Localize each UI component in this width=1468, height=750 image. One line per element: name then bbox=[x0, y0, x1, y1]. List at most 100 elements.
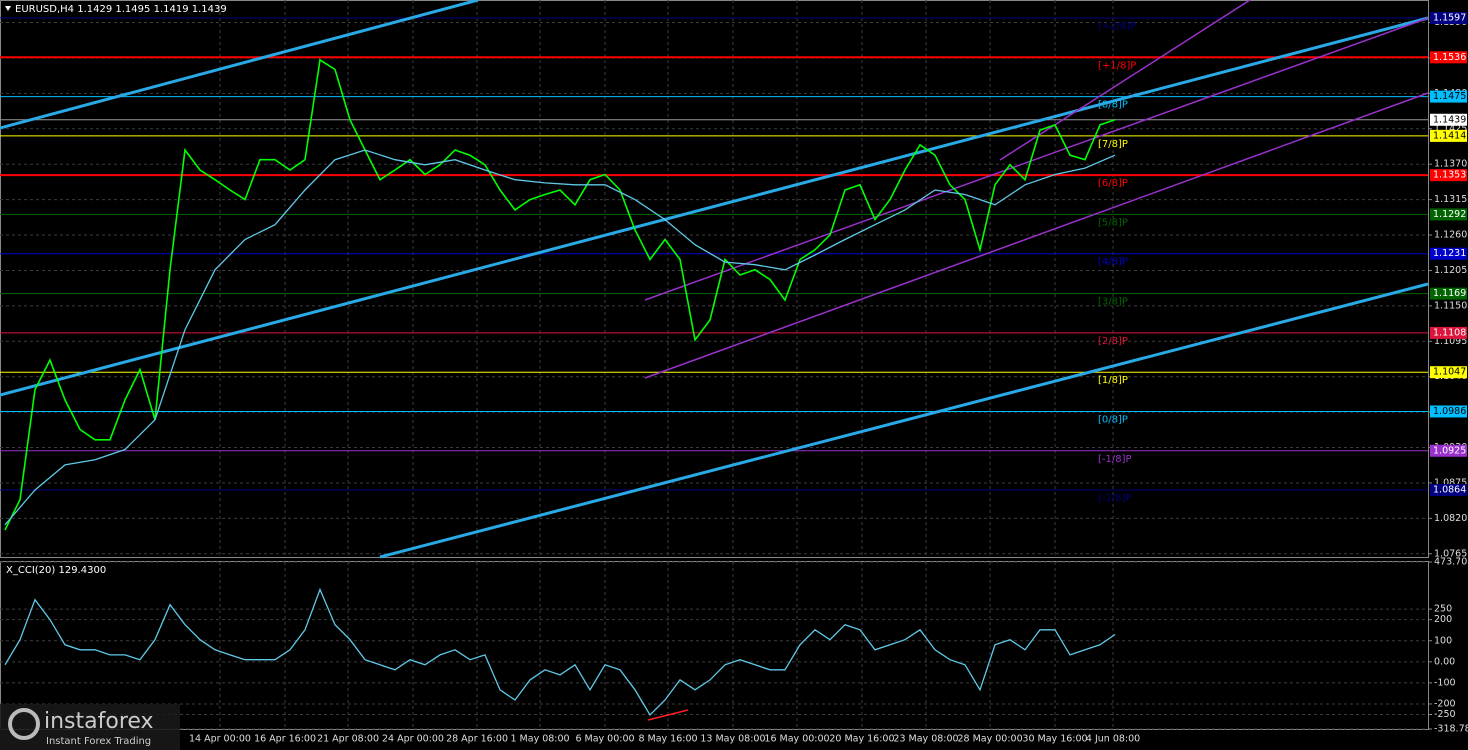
y-tick-label: 1.1150 bbox=[1434, 300, 1467, 311]
y-tick-label: -250 bbox=[1434, 709, 1456, 720]
level-label: [6/8]P bbox=[1098, 178, 1128, 189]
level-label: [5/8]P bbox=[1098, 217, 1128, 228]
close: 1.1439 bbox=[192, 4, 227, 15]
x-tick-label: 16 Apr 16:00 bbox=[254, 734, 316, 745]
level-value: 1.1169 bbox=[1433, 288, 1466, 299]
series-line bbox=[4, 149, 1116, 526]
channel-line bbox=[0, 16, 1429, 397]
y-tick-label: -318.786 bbox=[1434, 724, 1468, 735]
low: 1.1419 bbox=[154, 4, 189, 15]
level-value: 1.1292 bbox=[1433, 209, 1466, 220]
level-box bbox=[1430, 366, 1467, 379]
level-label: [8/8]P bbox=[1098, 100, 1128, 111]
x-tick-label: 8 May 16:00 bbox=[638, 734, 697, 745]
level-value: 1.1108 bbox=[1433, 327, 1466, 338]
channels bbox=[0, 0, 1429, 721]
level-box bbox=[1430, 326, 1467, 339]
regression-line bbox=[999, 0, 1251, 161]
regression-line bbox=[644, 17, 1429, 301]
y-tick-label: 1.1425 bbox=[1434, 123, 1467, 134]
level-box bbox=[1430, 444, 1467, 457]
level-value: 1.0986 bbox=[1433, 406, 1466, 417]
x-tick-label: 14 Apr 00:00 bbox=[189, 734, 251, 745]
level-value: 1.1475 bbox=[1433, 91, 1466, 102]
x-tick-label: 16 May 00:00 bbox=[764, 734, 829, 745]
level-label: [2/8]P bbox=[1098, 336, 1128, 347]
menu-arrow bbox=[5, 6, 11, 11]
level-box bbox=[1430, 90, 1467, 103]
high: 1.1495 bbox=[115, 4, 150, 15]
level-value: 1.0925 bbox=[1433, 445, 1466, 456]
level-value: 1.1597 bbox=[1433, 13, 1466, 24]
y-tick-label: 0.00 bbox=[1434, 656, 1455, 667]
level-label: [3/8]P bbox=[1098, 297, 1128, 308]
level-box bbox=[1430, 287, 1467, 300]
level-box bbox=[1430, 484, 1467, 497]
y-tick-label: 1.0820 bbox=[1434, 513, 1467, 524]
level-label: [-2/8]P bbox=[1098, 493, 1132, 504]
level-box bbox=[1430, 129, 1467, 142]
level-value: 1.1536 bbox=[1433, 52, 1466, 63]
open: 1.1429 bbox=[77, 4, 112, 15]
level-box bbox=[1430, 169, 1467, 182]
cci-title: X_CCI(20) 129.4300 bbox=[6, 565, 106, 576]
y-tick-label: -200 bbox=[1434, 698, 1456, 709]
header: EURUSD,H4 1.1429 1.1495 1.1419 1.1439 bbox=[15, 4, 227, 15]
logo-name: instaforex bbox=[44, 709, 154, 734]
level-label: [+2/8]P bbox=[1098, 21, 1136, 32]
y-tick-label: 1.0765 bbox=[1434, 548, 1467, 559]
level-label: [1/8]P bbox=[1098, 375, 1128, 386]
y-tick-label: 1.1095 bbox=[1434, 336, 1467, 347]
level-box bbox=[1430, 247, 1467, 260]
logo-tagline: Instant Forex Trading bbox=[46, 736, 151, 747]
x-tick-label: 13 May 08:00 bbox=[700, 734, 765, 745]
levels: [+2/8]P [+1/8]P [8/8]P [7/8]P [6/8]P [5/8]P [4… bbox=[0, 17, 1428, 504]
channel-line bbox=[379, 282, 1429, 559]
series-line bbox=[4, 587, 1116, 716]
y-tick-label: 473.707 bbox=[1434, 557, 1468, 568]
level-label: [7/8]P bbox=[1098, 139, 1128, 150]
divergence-line bbox=[647, 709, 689, 721]
y-tick-label: 1.0875 bbox=[1434, 477, 1467, 488]
main-frame bbox=[0, 0, 1429, 558]
x-tick-label: 23 May 08:00 bbox=[893, 734, 958, 745]
level-value: 1.0864 bbox=[1433, 485, 1466, 496]
y-tick-label: 250 bbox=[1434, 604, 1452, 615]
x-tick-label: 24 Apr 00:00 bbox=[382, 734, 444, 745]
plot bbox=[4, 58, 1116, 716]
x-tick-label: 28 Apr 16:00 bbox=[446, 734, 508, 745]
level-box bbox=[1430, 51, 1467, 64]
level-label: [4/8]P bbox=[1098, 257, 1128, 268]
x-tick-label: 6 May 00:00 bbox=[575, 734, 634, 745]
price-value: 1.1439 bbox=[1433, 114, 1466, 125]
logo: instaforex Instant Forex Trading bbox=[0, 704, 180, 750]
symbol: EURUSD,H4 bbox=[15, 4, 74, 15]
channel-line bbox=[0, 0, 479, 130]
level-value: 1.1414 bbox=[1433, 130, 1466, 141]
x-tick-label: 1 May 08:00 bbox=[510, 734, 569, 745]
x-tick-label: 4 Jun 08:00 bbox=[1086, 734, 1140, 745]
level-label: [+1/8]P bbox=[1098, 60, 1136, 71]
level-box bbox=[1430, 208, 1467, 221]
y-tick-label: 200 bbox=[1434, 614, 1452, 625]
y-tick-label: 100 bbox=[1434, 635, 1452, 646]
y-tick-label: -100 bbox=[1434, 677, 1456, 688]
level-box bbox=[1430, 12, 1467, 25]
x-tick-label: 28 May 00:00 bbox=[957, 734, 1022, 745]
level-label: [0/8]P bbox=[1098, 414, 1128, 425]
x-tick-label: 30 May 16:00 bbox=[1022, 734, 1087, 745]
level-value: 1.1353 bbox=[1433, 170, 1466, 181]
level-value: 1.1047 bbox=[1433, 367, 1466, 378]
x-tick-label: 21 Apr 08:00 bbox=[317, 734, 379, 745]
level-value: 1.1231 bbox=[1433, 248, 1466, 259]
y-tick-label: 1.1260 bbox=[1434, 230, 1467, 241]
y-tick-label: 1.1370 bbox=[1434, 159, 1467, 170]
logo-icon bbox=[8, 708, 40, 740]
level-box bbox=[1430, 405, 1467, 418]
y-tick-label: 1.1205 bbox=[1434, 265, 1467, 276]
y-tick-label: 1.1315 bbox=[1434, 194, 1467, 205]
price-box bbox=[1430, 113, 1467, 126]
series-line bbox=[4, 58, 1116, 531]
x-tick-label: 20 May 16:00 bbox=[829, 734, 894, 745]
